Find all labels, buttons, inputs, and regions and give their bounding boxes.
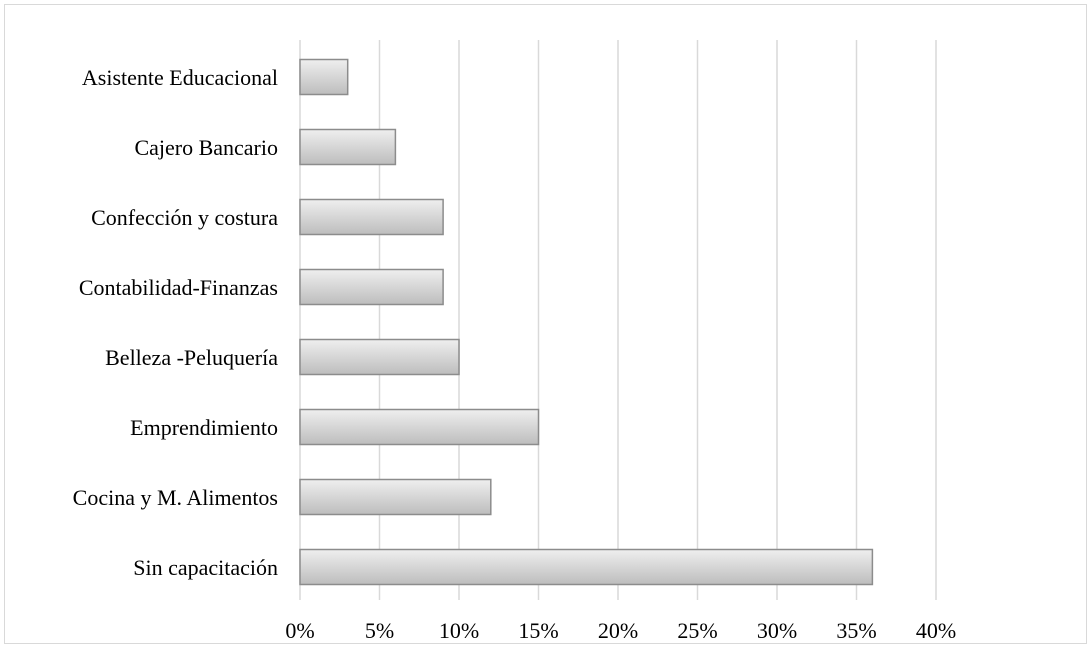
x-tick-label: 30% xyxy=(757,618,797,643)
bar xyxy=(299,58,349,96)
chart-frame xyxy=(4,4,1087,644)
x-tick-label: 20% xyxy=(598,618,638,643)
x-tick-label: 40% xyxy=(916,618,956,643)
x-tick-label: 25% xyxy=(677,618,717,643)
category-labels: Asistente Educacional Cajero Bancario Conf… xyxy=(73,65,279,580)
x-tick-labels: 0% 5% 10% 15% 20% 25% 30% 35% 40% xyxy=(285,618,956,643)
bar xyxy=(299,548,874,586)
bar xyxy=(299,338,460,376)
category-label: Contabilidad-Finanzas xyxy=(79,275,278,300)
category-label: Sin capacitación xyxy=(133,555,278,580)
x-tick-label: 10% xyxy=(439,618,479,643)
category-label: Asistente Educacional xyxy=(82,65,278,90)
bar xyxy=(299,268,444,306)
bars xyxy=(299,58,874,586)
category-label: Emprendimiento xyxy=(130,415,278,440)
category-label: Confección y costura xyxy=(91,205,278,230)
category-label: Belleza -Peluquería xyxy=(105,345,278,370)
category-label: Cocina y M. Alimentos xyxy=(73,485,278,510)
bar xyxy=(299,198,444,236)
x-tick-label: 0% xyxy=(285,618,314,643)
bar xyxy=(299,478,492,516)
category-label: Cajero Bancario xyxy=(134,135,278,160)
x-tick-label: 15% xyxy=(518,618,558,643)
x-tick-label: 5% xyxy=(365,618,394,643)
gridlines xyxy=(299,40,937,600)
bar xyxy=(299,408,540,446)
x-tick-label: 35% xyxy=(836,618,876,643)
bar xyxy=(299,128,397,166)
